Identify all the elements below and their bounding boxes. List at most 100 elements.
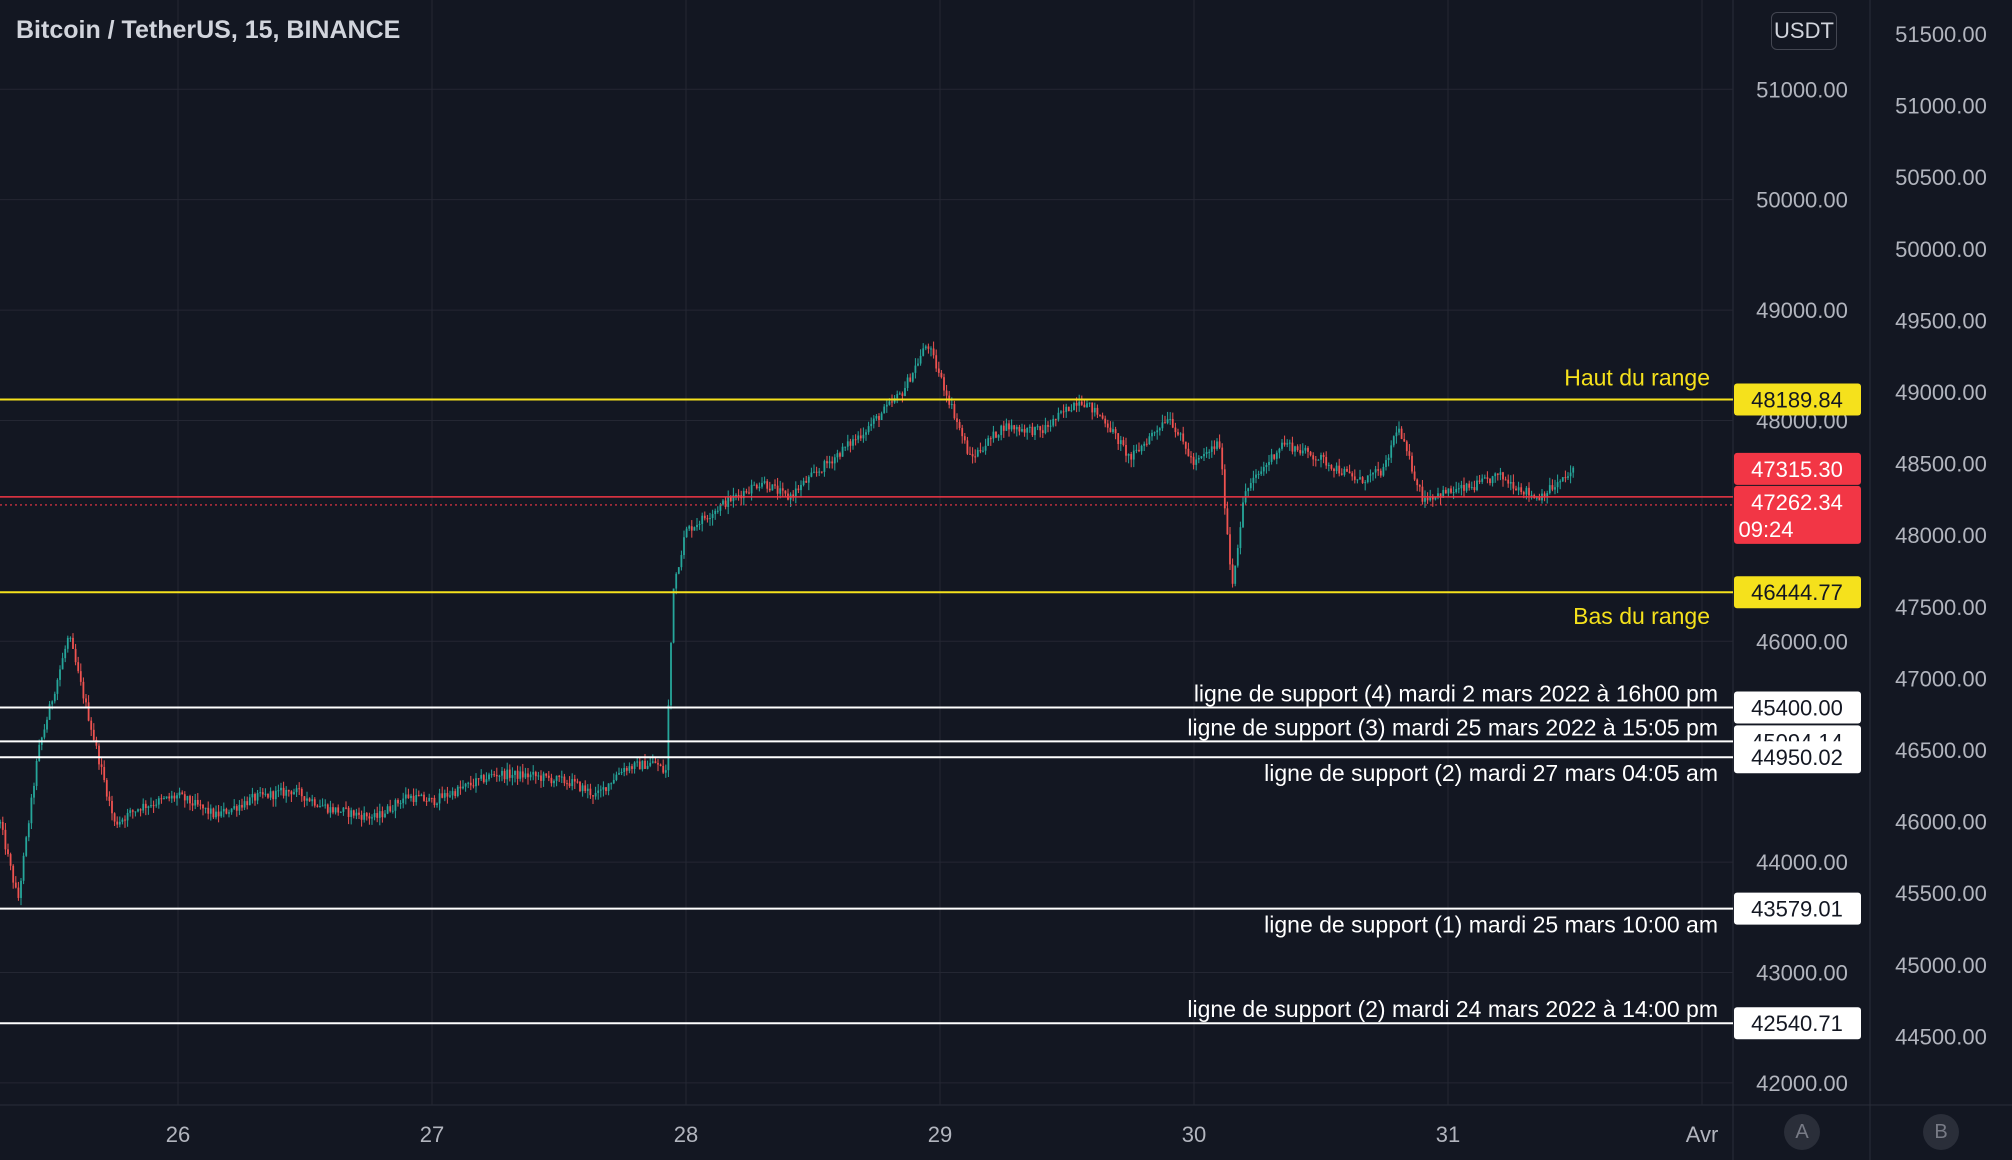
candle-body	[623, 767, 626, 772]
candle-body	[553, 780, 555, 784]
candle	[579, 781, 581, 793]
candle	[984, 438, 987, 455]
candle-body	[1416, 479, 1419, 486]
candle-body	[1465, 483, 1468, 491]
candle-body	[399, 803, 402, 805]
candle-body	[417, 794, 420, 797]
candle-body	[1294, 446, 1296, 452]
level-label: ligne de support (2) mardi 24 mars 2022 …	[1187, 996, 1718, 1022]
candle-body	[612, 779, 615, 784]
candle-body	[121, 819, 124, 822]
price-tick-label: 42000.00	[1756, 1071, 1848, 1096]
candle	[324, 799, 327, 809]
candle	[828, 455, 831, 469]
candle	[1093, 402, 1096, 417]
candle-body	[467, 782, 470, 784]
price-tick-label-right: 51500.00	[1895, 22, 1987, 47]
candle-body	[1463, 484, 1465, 491]
candle-body	[14, 882, 17, 888]
candle-body	[1512, 482, 1515, 489]
candle-body	[389, 806, 392, 812]
candle	[857, 431, 860, 444]
candle-body	[233, 806, 236, 809]
candle-body	[337, 807, 340, 813]
currency-button[interactable]: USDT	[1771, 12, 1837, 50]
candle-body	[1361, 477, 1364, 483]
candle	[1421, 479, 1424, 505]
candle-body	[215, 811, 217, 818]
candle-body	[870, 423, 873, 427]
candle-body	[1075, 402, 1078, 406]
candle-body	[321, 805, 324, 807]
candle	[1559, 479, 1562, 490]
candle-body	[909, 377, 912, 382]
candle-body	[1026, 427, 1029, 433]
candle-body	[113, 813, 116, 822]
candle-body	[1184, 441, 1187, 449]
candle	[997, 434, 1000, 441]
candle-body	[875, 416, 878, 419]
candle	[306, 791, 308, 806]
candle	[1221, 443, 1224, 476]
candle	[664, 764, 667, 778]
candle-body	[298, 788, 301, 790]
candle	[1140, 444, 1143, 455]
price-axis-label-text: 43579.01	[1751, 897, 1843, 922]
candle-body	[1444, 489, 1447, 494]
auto-scale-button[interactable]: A	[1784, 1114, 1820, 1150]
candle	[976, 447, 979, 458]
candle-body	[1413, 471, 1416, 480]
candle	[386, 804, 389, 815]
candle-body	[1028, 426, 1031, 428]
candle	[1296, 444, 1299, 452]
candle-body	[1086, 403, 1088, 408]
candle	[9, 852, 12, 871]
candle-body	[108, 796, 111, 801]
candle-body	[919, 355, 922, 364]
candle-body	[475, 778, 477, 787]
candle	[1156, 425, 1159, 440]
level-label: Bas du range	[1573, 603, 1710, 629]
candle	[293, 788, 295, 795]
candle	[267, 793, 269, 799]
candle-body	[324, 804, 327, 806]
candle-body	[917, 363, 919, 366]
candle-body	[209, 808, 212, 814]
candle-body	[794, 488, 797, 497]
candle-body	[930, 348, 932, 350]
candle	[800, 480, 802, 498]
candle	[761, 477, 763, 489]
candle-body	[134, 811, 137, 813]
candle-body	[1216, 441, 1218, 449]
candle	[194, 793, 197, 810]
candle-body	[1187, 448, 1190, 457]
level-label: ligne de support (1) mardi 25 mars 10:00…	[1264, 912, 1718, 938]
level-label: ligne de support (2) mardi 27 mars 04:05…	[1264, 760, 1718, 786]
candle	[316, 804, 319, 808]
scale-b-button[interactable]: B	[1923, 1114, 1959, 1150]
candle-body	[204, 807, 207, 809]
candle-body	[1507, 479, 1510, 484]
candle	[1158, 427, 1161, 436]
candle-body	[1164, 422, 1166, 424]
candle-body	[1366, 475, 1369, 483]
candle	[1234, 565, 1237, 587]
candle-body	[599, 789, 602, 791]
time-axis: 26 27 28 29 30 31 Avr	[166, 1122, 1719, 1147]
candle-body	[995, 431, 997, 438]
candle-body	[971, 454, 974, 457]
candle	[1218, 434, 1221, 450]
candle-body	[462, 786, 464, 789]
candle	[987, 435, 990, 447]
candle-body	[469, 782, 472, 786]
price-tick-label-right: 48500.00	[1895, 452, 1987, 477]
candle-body	[501, 770, 503, 776]
candle	[126, 808, 129, 827]
candle-body	[155, 804, 158, 806]
candle-body	[636, 761, 639, 763]
candle	[48, 700, 51, 720]
candle-body	[1569, 472, 1572, 477]
candle	[358, 807, 360, 820]
